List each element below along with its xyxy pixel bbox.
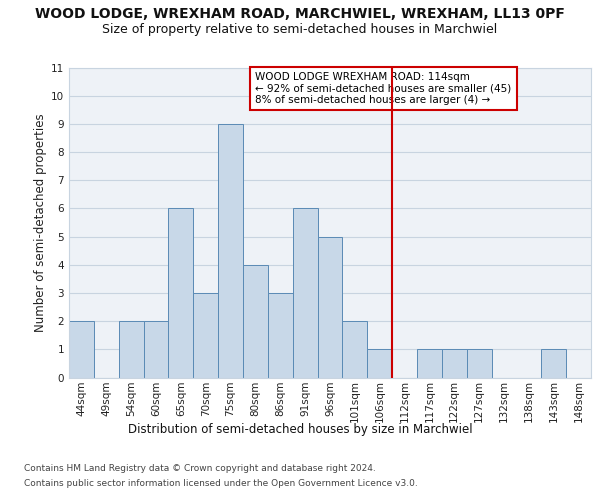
Text: Size of property relative to semi-detached houses in Marchwiel: Size of property relative to semi-detach… bbox=[103, 22, 497, 36]
Bar bbox=[218, 124, 243, 378]
Text: Distribution of semi-detached houses by size in Marchwiel: Distribution of semi-detached houses by … bbox=[128, 422, 472, 436]
Bar bbox=[69, 321, 94, 378]
Bar bbox=[293, 208, 317, 378]
Text: Contains public sector information licensed under the Open Government Licence v3: Contains public sector information licen… bbox=[24, 479, 418, 488]
Bar bbox=[317, 236, 343, 378]
Bar bbox=[343, 321, 367, 378]
Bar bbox=[268, 293, 293, 378]
Bar bbox=[367, 350, 392, 378]
Bar bbox=[169, 208, 193, 378]
Text: WOOD LODGE WREXHAM ROAD: 114sqm
← 92% of semi-detached houses are smaller (45)
8: WOOD LODGE WREXHAM ROAD: 114sqm ← 92% of… bbox=[256, 72, 512, 105]
Y-axis label: Number of semi-detached properties: Number of semi-detached properties bbox=[34, 113, 47, 332]
Bar bbox=[467, 350, 491, 378]
Bar bbox=[442, 350, 467, 378]
Bar bbox=[417, 350, 442, 378]
Bar bbox=[143, 321, 169, 378]
Bar bbox=[541, 350, 566, 378]
Text: Contains HM Land Registry data © Crown copyright and database right 2024.: Contains HM Land Registry data © Crown c… bbox=[24, 464, 376, 473]
Bar bbox=[119, 321, 143, 378]
Text: WOOD LODGE, WREXHAM ROAD, MARCHWIEL, WREXHAM, LL13 0PF: WOOD LODGE, WREXHAM ROAD, MARCHWIEL, WRE… bbox=[35, 8, 565, 22]
Bar bbox=[243, 265, 268, 378]
Bar bbox=[193, 293, 218, 378]
